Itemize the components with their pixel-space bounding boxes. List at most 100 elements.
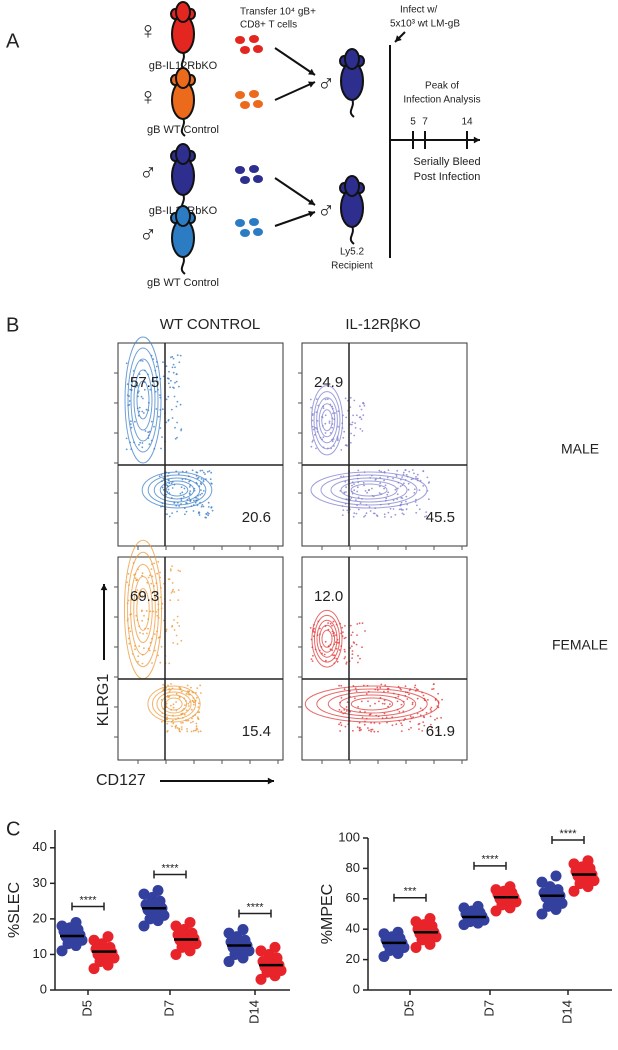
flow-event	[400, 501, 403, 504]
flow-event	[410, 726, 412, 729]
flow-event	[349, 406, 352, 408]
contour	[311, 609, 343, 668]
mouse-head	[175, 205, 191, 227]
donor-label: gB WT Control	[147, 277, 219, 289]
flow-event	[352, 729, 354, 732]
flow-event	[200, 692, 202, 694]
flow-event	[340, 710, 343, 713]
flow-event	[362, 414, 365, 417]
flow-event	[344, 650, 346, 653]
flow-event	[187, 693, 190, 696]
flow-event	[356, 623, 359, 625]
flow-event	[343, 709, 346, 711]
contour	[339, 694, 405, 714]
flow-event	[416, 473, 419, 476]
data-dot	[56, 920, 68, 932]
flow-event	[437, 728, 440, 731]
flow-event	[409, 715, 412, 718]
flow-event	[176, 727, 179, 729]
flow-event	[429, 708, 432, 710]
flow-event	[387, 469, 390, 471]
contour	[327, 691, 417, 717]
flow-event	[192, 730, 195, 732]
flow-event	[335, 647, 338, 650]
flow-event	[197, 718, 200, 720]
flow-event	[407, 488, 410, 491]
flow-event	[165, 365, 168, 368]
flow-event	[154, 649, 156, 652]
flow-event	[190, 686, 192, 689]
flow-event	[194, 501, 197, 504]
flow-event	[327, 622, 329, 624]
flow-event	[408, 689, 411, 692]
flow-event	[417, 723, 420, 726]
flow-event	[340, 696, 343, 699]
quadrant-percent: 15.4	[242, 723, 271, 740]
flow-event	[174, 366, 176, 369]
flow-event	[387, 511, 390, 514]
flow-event	[344, 625, 346, 627]
flow-event	[138, 410, 141, 413]
flow-event	[396, 469, 399, 472]
flow-event	[206, 470, 209, 473]
flow-event	[210, 471, 213, 474]
flow-event	[170, 356, 172, 359]
flow-event	[199, 730, 202, 733]
flow-event	[156, 572, 159, 575]
flow-event	[339, 721, 342, 724]
flow-event	[402, 513, 405, 516]
flow-event	[363, 404, 366, 407]
flow-event	[143, 647, 145, 650]
flow-event	[357, 706, 359, 708]
flow-plot-frame	[301, 556, 468, 761]
flow-event	[354, 427, 357, 429]
flow-event	[173, 629, 176, 631]
flow-event	[191, 469, 194, 472]
flow-event	[171, 366, 174, 369]
flow-event	[207, 506, 210, 508]
flow-event	[206, 511, 209, 514]
flow-event	[395, 723, 398, 726]
flow-event	[187, 702, 190, 705]
flow-event	[177, 589, 180, 591]
flow-event	[147, 576, 150, 579]
flow-event	[432, 688, 435, 690]
flow-event	[190, 708, 193, 711]
flow-event	[178, 505, 181, 507]
flow-event	[199, 684, 202, 687]
flow-event	[345, 710, 348, 712]
flow-plot-frame	[301, 342, 468, 547]
data-dot	[504, 881, 516, 893]
flow-event	[389, 703, 391, 705]
flow-event	[328, 420, 331, 423]
flow-event	[201, 504, 204, 506]
flow-event	[353, 489, 356, 492]
flow-event	[422, 721, 425, 723]
flow-event	[176, 354, 179, 357]
flow-event	[409, 720, 411, 723]
flow-event	[197, 706, 200, 708]
flow-event	[193, 499, 195, 502]
flow-event	[359, 428, 362, 430]
flow-event	[351, 631, 354, 634]
timeline-label: 14	[461, 117, 473, 128]
flow-event	[415, 511, 418, 514]
flow-event	[383, 479, 385, 482]
flow-event	[141, 572, 144, 575]
flow-event	[196, 687, 199, 689]
flow-event	[351, 653, 354, 656]
cell-dot	[249, 218, 259, 226]
flow-event	[173, 619, 175, 621]
flow-event	[315, 447, 317, 450]
flow-event	[378, 492, 381, 494]
flow-event	[126, 581, 128, 584]
flow-event	[175, 405, 178, 408]
flow-event	[129, 630, 132, 633]
flow-event	[323, 653, 326, 656]
flow-event	[425, 711, 428, 714]
flow-event	[166, 729, 169, 732]
y-axis-title: %SLEC	[6, 882, 23, 938]
flow-event	[183, 487, 186, 490]
peak-text: Infection Analysis	[403, 95, 480, 106]
flow-event	[338, 649, 341, 651]
